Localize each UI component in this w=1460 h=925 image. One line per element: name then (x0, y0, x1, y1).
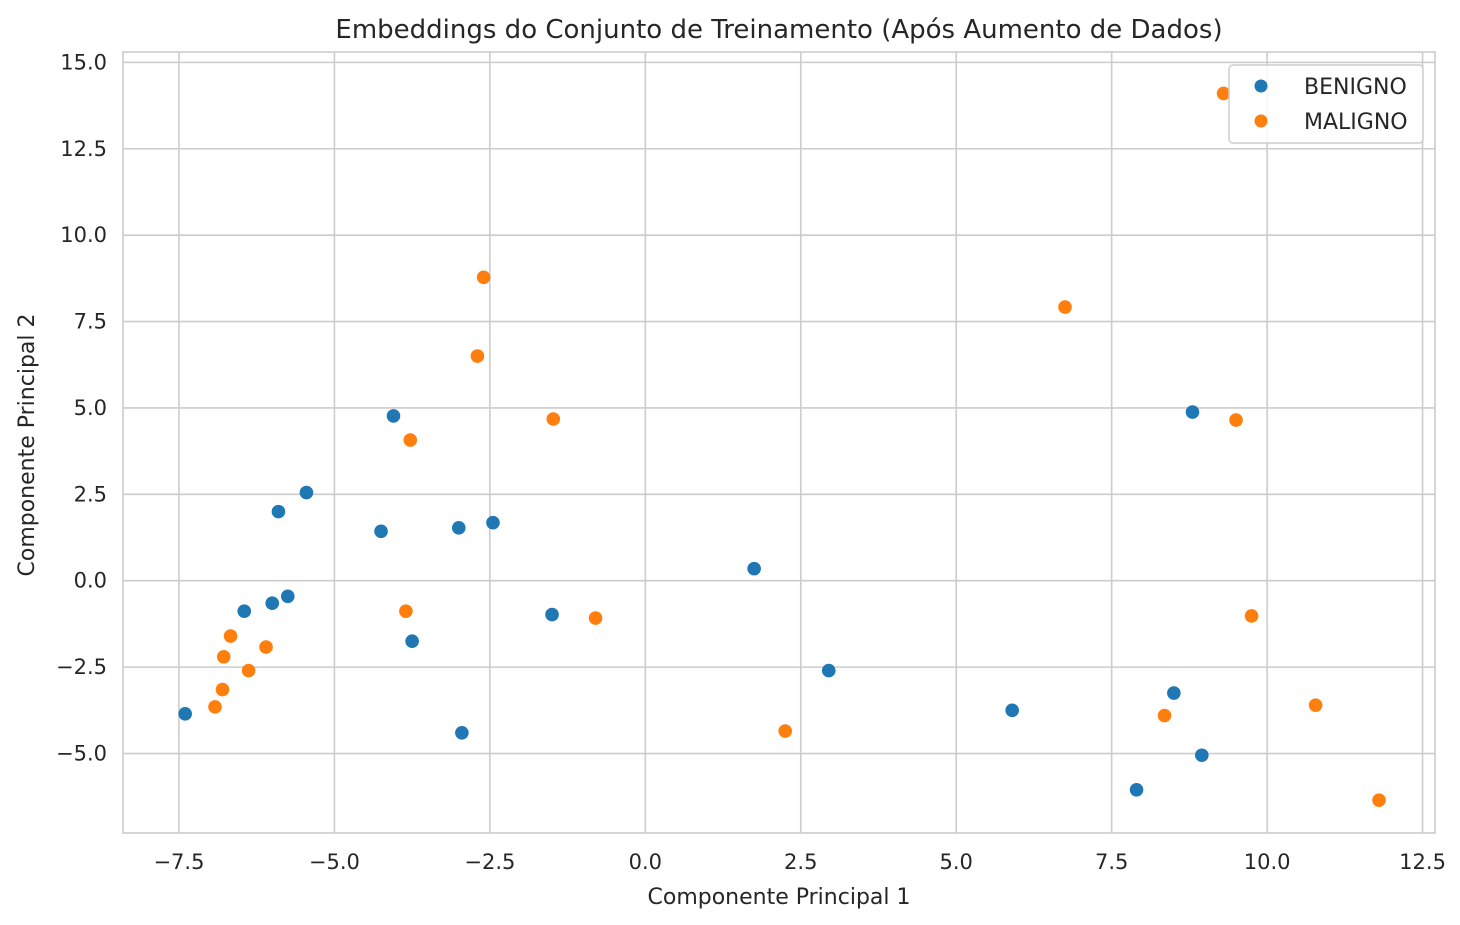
point-maligno (1308, 698, 1323, 712)
x-tick-label: 7.5 (1095, 850, 1128, 874)
point-benigno (451, 521, 466, 535)
point-benigno (271, 504, 286, 519)
x-tick-label: 10.0 (1244, 850, 1291, 874)
x-tick-label: 2.5 (784, 850, 817, 874)
point-benigno (455, 725, 469, 740)
point-maligno (778, 724, 793, 738)
x-tick-label: 0.0 (629, 850, 662, 874)
x-tick-label: 12.5 (1399, 850, 1446, 874)
y-tick-label: 5.0 (74, 396, 107, 420)
point-benigno (1195, 748, 1209, 763)
point-benigno (237, 604, 252, 618)
point-benigno (178, 706, 192, 721)
point-maligno (216, 649, 231, 664)
y-axis-label: Componente Principal 2 (15, 314, 40, 577)
point-maligno (241, 663, 256, 678)
point-benigno (545, 607, 559, 622)
chart-title: Embeddings do Conjunto de Treinamento (A… (335, 15, 1222, 45)
point-benigno (386, 409, 401, 423)
point-maligno (1372, 793, 1386, 807)
point-benigno (486, 515, 500, 530)
x-tick-label: −2.5 (464, 850, 515, 874)
point-maligno (223, 629, 238, 643)
y-tick-labels: −5.0 −2.5 0.0 2.5 5.0 7.5 10.0 12.5 15.0 (56, 50, 107, 765)
point-benigno (299, 485, 314, 500)
point-benigno (1005, 703, 1019, 718)
point-benigno (405, 634, 419, 649)
point-maligno (403, 433, 418, 447)
point-maligno (1229, 413, 1243, 427)
y-tick-label: 15.0 (60, 50, 107, 74)
point-benigno (265, 596, 280, 610)
point-benigno (1129, 783, 1144, 797)
x-axis-label: Componente Principal 1 (648, 885, 911, 910)
point-benigno (1167, 686, 1181, 700)
point-maligno (470, 349, 485, 363)
y-tick-label: 2.5 (74, 482, 107, 506)
y-tick-label: 0.0 (74, 569, 107, 593)
y-tick-label: −2.5 (56, 655, 107, 679)
point-benigno (374, 524, 388, 539)
data-points (178, 86, 1386, 807)
point-benigno (747, 561, 761, 576)
legend: BENIGNO MALIGNO (1228, 64, 1424, 144)
legend-box (1228, 64, 1424, 144)
point-maligno (588, 611, 603, 625)
point-maligno (215, 682, 230, 697)
point-maligno (546, 412, 561, 426)
point-benigno (821, 663, 836, 678)
point-maligno (476, 270, 491, 285)
point-maligno (1157, 708, 1172, 723)
legend-marker-maligno (1254, 114, 1268, 128)
point-maligno (1244, 609, 1259, 623)
legend-marker-benigno (1254, 79, 1268, 93)
x-tick-labels: −7.5 −5.0 −2.5 0.0 2.5 5.0 7.5 10.0 12.5 (153, 850, 1445, 874)
y-tick-label: 12.5 (60, 137, 107, 161)
point-benigno (280, 589, 295, 604)
point-maligno (208, 700, 222, 714)
point-maligno (259, 640, 273, 654)
point-maligno (1058, 300, 1072, 314)
x-tick-label: −5.0 (309, 850, 360, 874)
y-tick-label: 10.0 (60, 223, 107, 247)
point-benigno (1185, 405, 1200, 419)
legend-label-maligno: MALIGNO (1304, 110, 1408, 135)
y-tick-label: −5.0 (56, 742, 107, 766)
x-tick-label: 5.0 (940, 850, 973, 874)
point-maligno (1216, 86, 1231, 101)
plot-frame (122, 51, 1436, 834)
grid-lines (123, 52, 1435, 833)
x-tick-label: −7.5 (153, 850, 204, 874)
legend-label-benigno: BENIGNO (1304, 75, 1407, 100)
y-tick-label: 7.5 (74, 310, 107, 334)
point-maligno (399, 604, 413, 618)
